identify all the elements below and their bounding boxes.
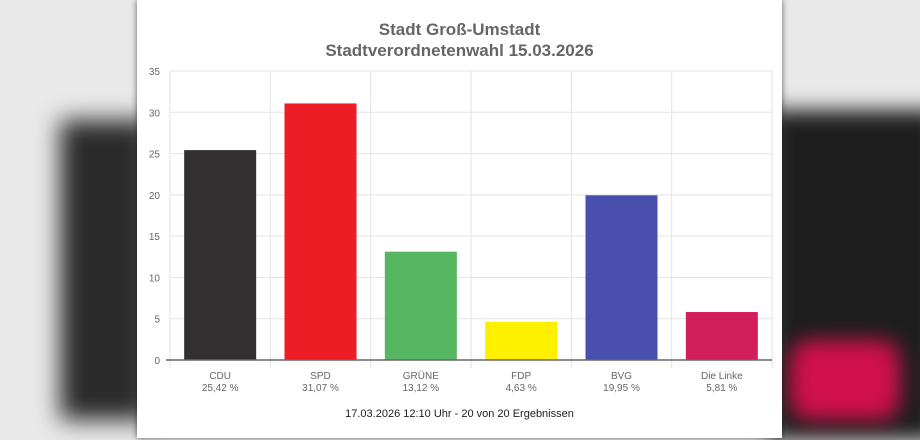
bar-grüne xyxy=(384,251,457,360)
value-label: 5,81 % xyxy=(706,383,737,394)
background-blur xyxy=(60,120,150,420)
y-tick-label: 15 xyxy=(149,232,161,243)
y-tick-label: 25 xyxy=(149,150,161,161)
x-tick-label: GRÜNE xyxy=(403,370,439,382)
bar-bvg xyxy=(585,195,658,360)
chart-panel: Stadt Groß-Umstadt Stadtverordnetenwahl … xyxy=(137,0,782,438)
x-tick-label: FDP xyxy=(511,371,531,382)
x-tick-label: CDU xyxy=(209,371,231,382)
y-tick-label: 20 xyxy=(149,191,161,202)
x-tick-label: BVG xyxy=(611,371,632,382)
y-tick-label: 0 xyxy=(154,356,160,367)
value-label: 31,07 % xyxy=(302,383,339,394)
x-tick-label: Die Linke xyxy=(701,371,743,382)
y-tick-label: 30 xyxy=(149,108,161,119)
bar-cdu xyxy=(184,150,257,360)
bar-die-linke xyxy=(685,312,758,360)
value-label: 25,42 % xyxy=(202,383,239,394)
background-blur xyxy=(790,340,900,420)
value-label: 19,95 % xyxy=(603,383,640,394)
x-tick-label: SPD xyxy=(310,371,331,382)
chart-subtitle: Stadtverordnetenwahl 15.03.2026 xyxy=(325,41,594,60)
bar-fdp xyxy=(485,321,558,360)
chart-title: Stadt Groß-Umstadt xyxy=(378,20,541,39)
value-label: 13,12 % xyxy=(402,383,439,394)
y-tick-label: 10 xyxy=(149,273,161,284)
y-tick-label: 35 xyxy=(149,67,161,78)
value-label: 4,63 % xyxy=(506,383,537,394)
chart-footer: 17.03.2026 12:10 Uhr - 20 von 20 Ergebni… xyxy=(345,408,574,420)
y-tick-label: 5 xyxy=(154,315,160,326)
bar-spd xyxy=(284,103,357,361)
